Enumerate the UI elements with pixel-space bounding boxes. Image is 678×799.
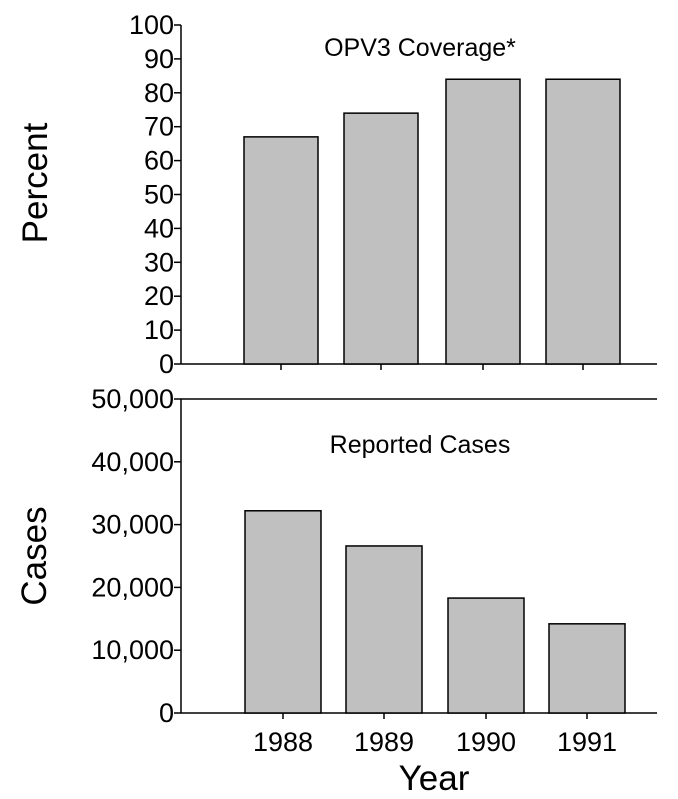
coverage-y-tick-label: 20 (144, 281, 174, 311)
x-axis-label: Year (399, 759, 470, 794)
cases-y-tick-label: 0 (159, 698, 174, 728)
cases-y-axis-label: Cases (15, 506, 54, 605)
coverage-y-tick-label: 10 (144, 315, 174, 345)
coverage-x-ticks (280, 364, 584, 370)
coverage-bar-1988 (243, 136, 319, 365)
coverage-y-tick-label: 0 (159, 349, 174, 379)
cases-bar-1991 (548, 623, 626, 714)
cases-y-tick-label: 50,000 (91, 384, 174, 414)
cases-x-ticks (282, 713, 588, 719)
coverage-y-tick-label: 70 (144, 112, 174, 142)
coverage-y-tick-label: 80 (144, 78, 174, 108)
cases-y-tick-label: 30,000 (91, 510, 174, 540)
coverage-y-tick-label: 40 (144, 213, 174, 243)
coverage-y-tick-label: 90 (144, 44, 174, 74)
coverage-y-tick-label: 60 (144, 146, 174, 176)
cases-panel: Cases Reported Cases 0 10,000 20,000 30,000… (15, 384, 657, 798)
year-tick-labels: 1988 1989 1990 1991 (253, 727, 617, 757)
cases-y-tick-label: 10,000 (91, 635, 174, 665)
coverage-bar-1989 (343, 112, 419, 365)
coverage-y-tick-label: 50 (144, 180, 174, 210)
cases-y-ticks: 0 10,000 20,000 30,000 40,000 50,000 (91, 384, 181, 728)
coverage-y-axis-label: Percent (16, 122, 55, 243)
coverage-chart-title: OPV3 Coverage* (324, 34, 516, 62)
coverage-bars (243, 78, 621, 365)
year-tick-label: 1988 (253, 727, 313, 757)
cases-bar-1988 (244, 510, 322, 714)
year-tick-label: 1991 (557, 727, 617, 757)
cases-chart-title: Reported Cases (330, 431, 511, 459)
cases-bar-1990 (447, 597, 525, 714)
cases-bars (244, 510, 626, 714)
coverage-y-tick-label: 100 (129, 10, 174, 40)
year-tick-label: 1990 (456, 727, 516, 757)
coverage-y-tick-label: 30 (144, 247, 174, 277)
cases-bar-1989 (345, 545, 423, 714)
cases-y-tick-label: 20,000 (91, 572, 174, 602)
cases-y-tick-label: 40,000 (91, 447, 174, 477)
coverage-bar-1990 (445, 78, 521, 365)
coverage-bar-1991 (545, 78, 621, 365)
year-tick-label: 1989 (354, 727, 414, 757)
